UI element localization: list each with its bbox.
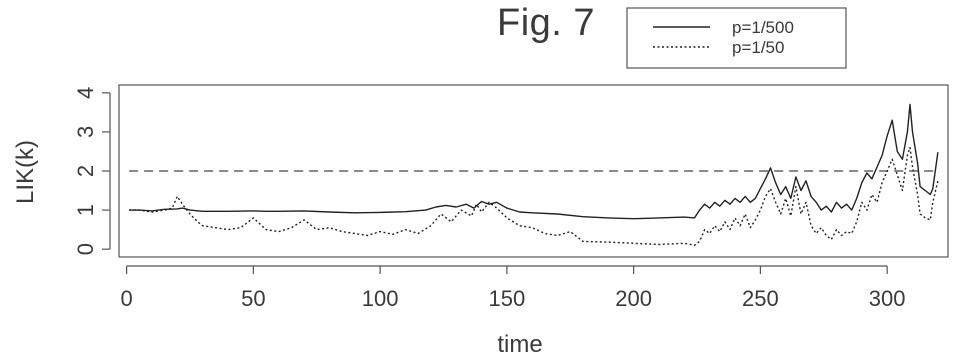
x-tick-label: 50	[241, 286, 265, 311]
x-tick-label: 0	[120, 286, 132, 311]
series-line-2	[129, 146, 939, 247]
x-axis: 0 50 100 150 200 250 300	[120, 265, 906, 311]
y-tick-label: 2	[73, 165, 98, 177]
legend-label-2: p=1/50	[732, 38, 784, 57]
x-axis-label: time	[497, 331, 542, 355]
y-axis-label: LIK(k)	[12, 140, 39, 204]
x-tick-label: 100	[362, 286, 399, 311]
x-tick-label: 200	[615, 286, 652, 311]
x-tick-label: 250	[742, 286, 779, 311]
legend-label-1: p=1/500	[732, 18, 794, 37]
y-tick-label: 0	[73, 243, 98, 255]
x-tick-label: 300	[869, 286, 906, 311]
plot-frame	[118, 84, 949, 258]
figure-title: Fig. 7	[497, 2, 596, 44]
series-line-1	[129, 103, 939, 220]
y-axis: 0 1 2 3 4	[73, 87, 111, 255]
legend-box	[626, 7, 847, 69]
y-tick-label: 3	[73, 126, 98, 138]
y-tick-label: 4	[73, 87, 98, 99]
series-layer	[129, 103, 939, 247]
y-tick-label: 1	[73, 204, 98, 216]
x-tick-label: 150	[489, 286, 526, 311]
